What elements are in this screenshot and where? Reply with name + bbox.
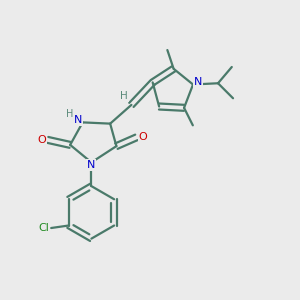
Text: O: O	[37, 135, 46, 145]
Text: Cl: Cl	[38, 223, 49, 233]
Text: H: H	[120, 91, 128, 101]
Text: N: N	[87, 160, 96, 170]
Text: N: N	[74, 116, 82, 125]
Text: H: H	[66, 109, 73, 118]
Text: O: O	[138, 132, 147, 142]
Text: N: N	[194, 77, 202, 87]
